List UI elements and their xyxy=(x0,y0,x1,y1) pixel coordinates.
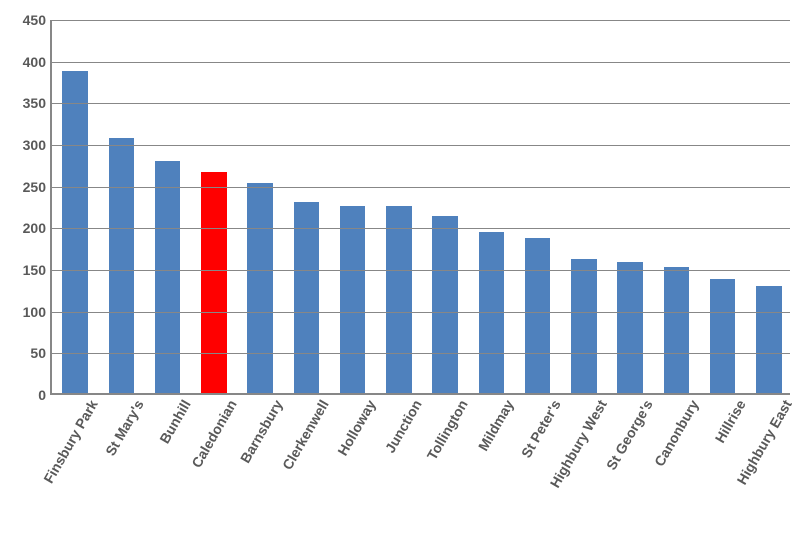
bar xyxy=(525,238,550,393)
y-tick-label: 300 xyxy=(23,137,52,153)
y-gridline xyxy=(52,187,790,188)
bar xyxy=(571,259,596,393)
x-tick-label: Tollington xyxy=(417,393,471,463)
y-tick-label: 250 xyxy=(23,179,52,195)
bar xyxy=(155,161,180,393)
bar xyxy=(62,71,87,393)
x-tick-label: Mildmay xyxy=(468,393,517,454)
x-tick-label: St Mary's xyxy=(96,393,148,458)
bar xyxy=(340,206,365,394)
y-gridline xyxy=(52,20,790,21)
bar xyxy=(664,267,689,393)
y-gridline xyxy=(52,145,790,146)
y-gridline xyxy=(52,228,790,229)
y-tick-label: 150 xyxy=(23,262,52,278)
y-tick-label: 400 xyxy=(23,54,52,70)
bars-group xyxy=(52,20,790,393)
bar xyxy=(386,206,411,394)
x-tick-label: Holloway xyxy=(327,393,379,458)
bar xyxy=(432,216,457,394)
y-tick-label: 50 xyxy=(30,345,52,361)
y-tick-label: 450 xyxy=(23,12,52,28)
y-gridline xyxy=(52,103,790,104)
x-tick-label: Finsbury Park xyxy=(33,393,100,486)
bar xyxy=(294,202,319,393)
x-tick-label: Junction xyxy=(375,393,425,456)
y-tick-label: 350 xyxy=(23,95,52,111)
y-gridline xyxy=(52,312,790,313)
y-gridline xyxy=(52,353,790,354)
y-tick-label: 200 xyxy=(23,220,52,236)
x-tick-label: Bunhill xyxy=(149,393,194,446)
bar xyxy=(617,262,642,393)
x-tick-label: Hillrise xyxy=(704,393,748,445)
bar xyxy=(109,138,134,393)
bar xyxy=(756,286,781,394)
y-tick-label: 0 xyxy=(38,387,52,403)
y-tick-label: 100 xyxy=(23,304,52,320)
plot-area: 050100150200250300350400450Finsbury Park… xyxy=(50,20,790,395)
y-gridline xyxy=(52,62,790,63)
chart-container: 0 50 100 150 200 250 300 350 400 450 Finsbury Park… xyxy=(0,0,800,537)
y-gridline xyxy=(52,270,790,271)
bar xyxy=(201,172,226,393)
bar xyxy=(710,279,735,393)
bar xyxy=(247,183,272,393)
